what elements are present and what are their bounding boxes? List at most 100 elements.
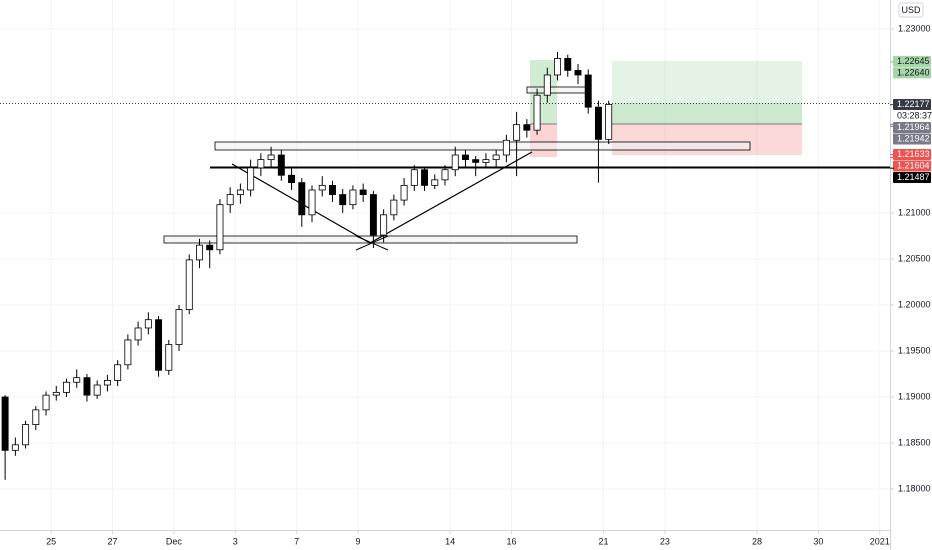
candle-body <box>543 74 551 96</box>
candle-body <box>165 344 173 371</box>
price-tag <box>893 67 931 79</box>
x-tick-label: 3 <box>233 536 238 546</box>
candle-body <box>318 184 326 191</box>
currency-box[interactable] <box>898 2 924 18</box>
price-tag-label: 1.22177 <box>897 99 930 109</box>
candle-body <box>114 364 122 381</box>
x-tick-label: 2021 <box>870 536 890 546</box>
candle-body <box>431 179 439 186</box>
zone <box>526 86 591 94</box>
y-tick-label: 1.21000 <box>898 207 931 217</box>
price-tag-label: 1.21633 <box>897 149 930 159</box>
candle-body <box>369 194 377 236</box>
candle-body <box>144 319 152 329</box>
candle-body <box>63 381 70 393</box>
price-tag-label: 1.21487 <box>897 172 930 182</box>
candle-body <box>472 159 480 163</box>
price-tag <box>893 148 931 160</box>
candle-body <box>134 327 142 341</box>
candle-body <box>32 409 40 425</box>
price-tag-label: 1.22640 <box>897 68 930 78</box>
candle-body <box>421 169 429 186</box>
candle-body <box>42 394 50 411</box>
price-tag <box>893 98 931 110</box>
candle-body <box>502 139 510 156</box>
y-tick-label: 1.23000 <box>898 23 931 33</box>
cross-mark <box>355 235 389 251</box>
candle-body <box>441 169 449 181</box>
candle-body <box>52 391 60 396</box>
candle-body <box>400 184 408 201</box>
candle-body <box>390 199 398 216</box>
x-tick-label: 14 <box>445 536 455 546</box>
candle-body <box>564 58 572 71</box>
candle-body <box>492 154 500 161</box>
x-tick-label: Dec <box>166 536 183 546</box>
x-tick-label: 27 <box>108 536 118 546</box>
x-tick-label: 9 <box>356 536 361 546</box>
candle-body <box>247 167 255 191</box>
candle-body <box>605 104 613 140</box>
candle-body <box>380 214 388 236</box>
candle-body <box>451 154 459 171</box>
x-tick-label: 23 <box>660 536 670 546</box>
candle-body <box>339 194 347 206</box>
countdown-label: 03:28:37 <box>897 111 932 121</box>
y-tick-label: 1.18000 <box>898 483 931 493</box>
candle-body <box>93 384 101 396</box>
price-tag-label: 1.22645 <box>897 56 930 66</box>
plot-area <box>0 0 890 530</box>
candle-body <box>206 244 214 251</box>
candle-body <box>584 74 592 108</box>
candle-body <box>103 380 111 386</box>
y-tick-label: 1.19000 <box>898 391 931 401</box>
candle-body <box>329 184 336 195</box>
candle-body <box>1 396 9 451</box>
candle-body <box>216 204 224 251</box>
price-tag <box>893 55 931 67</box>
candle-body <box>513 124 521 141</box>
candle-body <box>196 244 203 261</box>
candle-body <box>226 194 234 206</box>
candle-body <box>155 319 163 371</box>
x-tick-label: 16 <box>506 536 516 546</box>
x-tick-label: 7 <box>294 536 299 546</box>
candle-body <box>175 309 183 345</box>
target-zone <box>612 103 802 124</box>
candle-body <box>185 259 193 310</box>
candle-body <box>22 424 30 446</box>
price-tag-label: 1.21964 <box>897 122 930 132</box>
candle-body <box>288 174 296 184</box>
candle-body <box>594 106 602 140</box>
currency-label: USD <box>901 5 921 15</box>
candles <box>1 51 613 480</box>
zone <box>214 141 751 151</box>
y-tick-label: 1.20500 <box>898 253 931 263</box>
candle-body <box>267 154 275 161</box>
candle-body <box>308 189 316 216</box>
candle-body <box>410 169 418 186</box>
candle-body <box>73 377 81 383</box>
candle-body <box>83 377 91 396</box>
candle-body <box>482 159 490 163</box>
trend-line <box>369 151 533 244</box>
candle-body <box>11 444 19 451</box>
price-tag-label: 1.21942 <box>897 134 930 144</box>
x-tick-label: 30 <box>813 536 823 546</box>
candle-body <box>124 339 132 366</box>
candle-body <box>349 189 357 206</box>
candle-body <box>554 58 561 76</box>
x-tick-label: 25 <box>46 536 56 546</box>
candle-body <box>257 159 265 169</box>
candle-body <box>461 154 469 161</box>
candle-body <box>523 124 531 131</box>
candle-body <box>359 189 367 195</box>
y-tick-label: 1.18500 <box>898 437 931 447</box>
price-tag-label: 1.21604 <box>897 161 930 171</box>
candle-body <box>236 189 244 195</box>
candle-body <box>277 154 285 176</box>
candle-body <box>574 69 582 76</box>
countdown-tag <box>893 110 931 122</box>
price-tag <box>893 121 931 133</box>
